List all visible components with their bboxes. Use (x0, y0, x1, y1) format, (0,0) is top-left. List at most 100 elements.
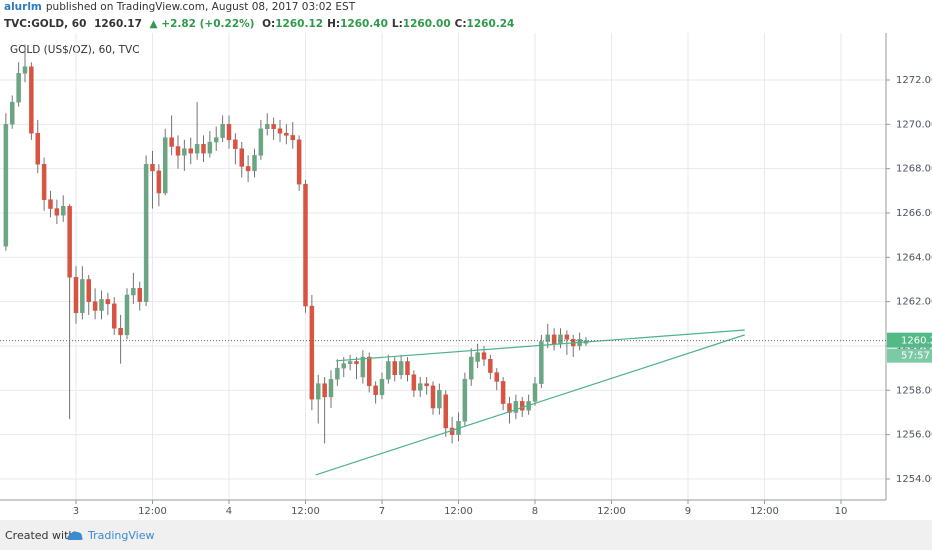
candle-body (162, 137, 168, 194)
countdown: 57:57 (901, 351, 930, 362)
created: Created with (5, 529, 76, 542)
published: published on TradingView.com, August 08,… (45, 1, 356, 13)
candle-body (188, 148, 193, 154)
candle-body (9, 101, 15, 125)
x-tick-label: 10 (835, 506, 848, 517)
ohlc-value: 1260.40 (340, 18, 388, 30)
candle-body (3, 124, 9, 247)
y-tick-label: 1272.00 (896, 75, 932, 86)
candle-body (373, 385, 378, 395)
footer: Created with TradingView (0, 520, 932, 550)
candle-body (271, 124, 276, 129)
candle-body (443, 394, 448, 429)
candle-body (80, 279, 85, 313)
ohlc: O:1260.12 H:1260.40 L:1260.00 C:1260.24 (262, 18, 518, 30)
candle-body (437, 390, 442, 409)
candle-body (99, 299, 104, 311)
candle-body (201, 144, 206, 154)
candle-body (494, 372, 499, 382)
candle-body (398, 361, 404, 376)
candle-body (111, 303, 117, 329)
candle-body (519, 401, 525, 411)
y-tick-label: 1256.00 (896, 430, 932, 441)
candle-body (532, 383, 538, 402)
brand[interactable]: TradingView (88, 529, 155, 542)
ohlc-label: H: (327, 18, 341, 30)
symbol: TVC:GOLD, 60 (4, 18, 87, 30)
candle-body (131, 288, 136, 296)
candle-body (405, 361, 410, 376)
y-tick-label: 1254.00 (896, 474, 932, 485)
candle-body (137, 288, 142, 302)
candle-body (67, 206, 72, 278)
change: ▲ +2.82 (+0.22%) (149, 18, 255, 30)
candle-body (481, 352, 487, 360)
candle-body (86, 279, 91, 302)
candle-body (366, 356, 372, 387)
candle-body (411, 374, 417, 391)
candle-body (29, 66, 34, 134)
candle-body (296, 139, 302, 185)
x-tick-label: 8 (532, 506, 538, 517)
candle-body (507, 403, 512, 413)
candle-body (475, 352, 480, 362)
candle-body (92, 301, 98, 311)
candle-body (233, 139, 238, 149)
y-tick-label: 1258.00 (896, 385, 932, 396)
candle-body (430, 385, 436, 409)
y-tick-label: 1264.00 (896, 252, 932, 263)
candle-body (551, 334, 557, 344)
ohlc-label: C: (454, 18, 467, 30)
x-tick-label: 12:00 (291, 506, 320, 517)
candle-body (303, 183, 308, 307)
candle-body (54, 208, 60, 216)
header-row: alurlm published on TradingView.com, Augu… (4, 1, 359, 13)
x-tick-label: 12:00 (597, 506, 626, 517)
candle-body (417, 383, 423, 391)
time-axis-bg (0, 500, 932, 520)
candle-body (207, 141, 213, 154)
candle-body (118, 327, 123, 336)
y-tick-label: 1268.00 (896, 164, 932, 175)
candle-body (226, 124, 232, 141)
logo[interactable] (66, 529, 84, 541)
x-tick-label: 9 (685, 506, 691, 517)
x-tick-label: 12:00 (444, 506, 473, 517)
candle-body (156, 170, 162, 194)
y-tick-label: 1262.00 (896, 297, 932, 308)
x-tick-label: 4 (226, 506, 232, 517)
candle-body (379, 378, 385, 395)
candle-body (22, 66, 28, 74)
candle-body (169, 137, 174, 147)
y-tick-label: 1270.00 (896, 119, 932, 130)
candle-body (564, 334, 570, 340)
candle-body (124, 294, 130, 336)
ohlc-value: 1260.12 (275, 18, 324, 30)
candle-body (558, 334, 563, 344)
trendline (336, 329, 745, 362)
candle-body (73, 276, 79, 313)
candle-body (245, 166, 251, 172)
author[interactable]: alurlm (4, 1, 42, 13)
candle-body (213, 137, 219, 143)
candle-body (105, 299, 111, 305)
candle-body (347, 361, 353, 364)
candle-body (513, 401, 519, 413)
candle-body (194, 144, 200, 154)
candle-body (360, 356, 366, 378)
candle-body (277, 128, 283, 134)
last: 1260.17 (94, 18, 142, 30)
candle-body (60, 206, 66, 216)
candle-body (290, 135, 295, 141)
last-price-label: 1260.24 (901, 336, 932, 347)
x-tick-label: 7 (379, 506, 385, 517)
candle-body (143, 163, 149, 302)
y-tick-label: 1266.00 (896, 208, 932, 219)
candle-body (16, 73, 21, 103)
header: alurlm published on TradingView.com, Augu… (0, 0, 932, 33)
candle-body (341, 363, 346, 369)
candle-body (322, 383, 327, 398)
trendline (315, 334, 745, 476)
candle-body (48, 199, 53, 209)
